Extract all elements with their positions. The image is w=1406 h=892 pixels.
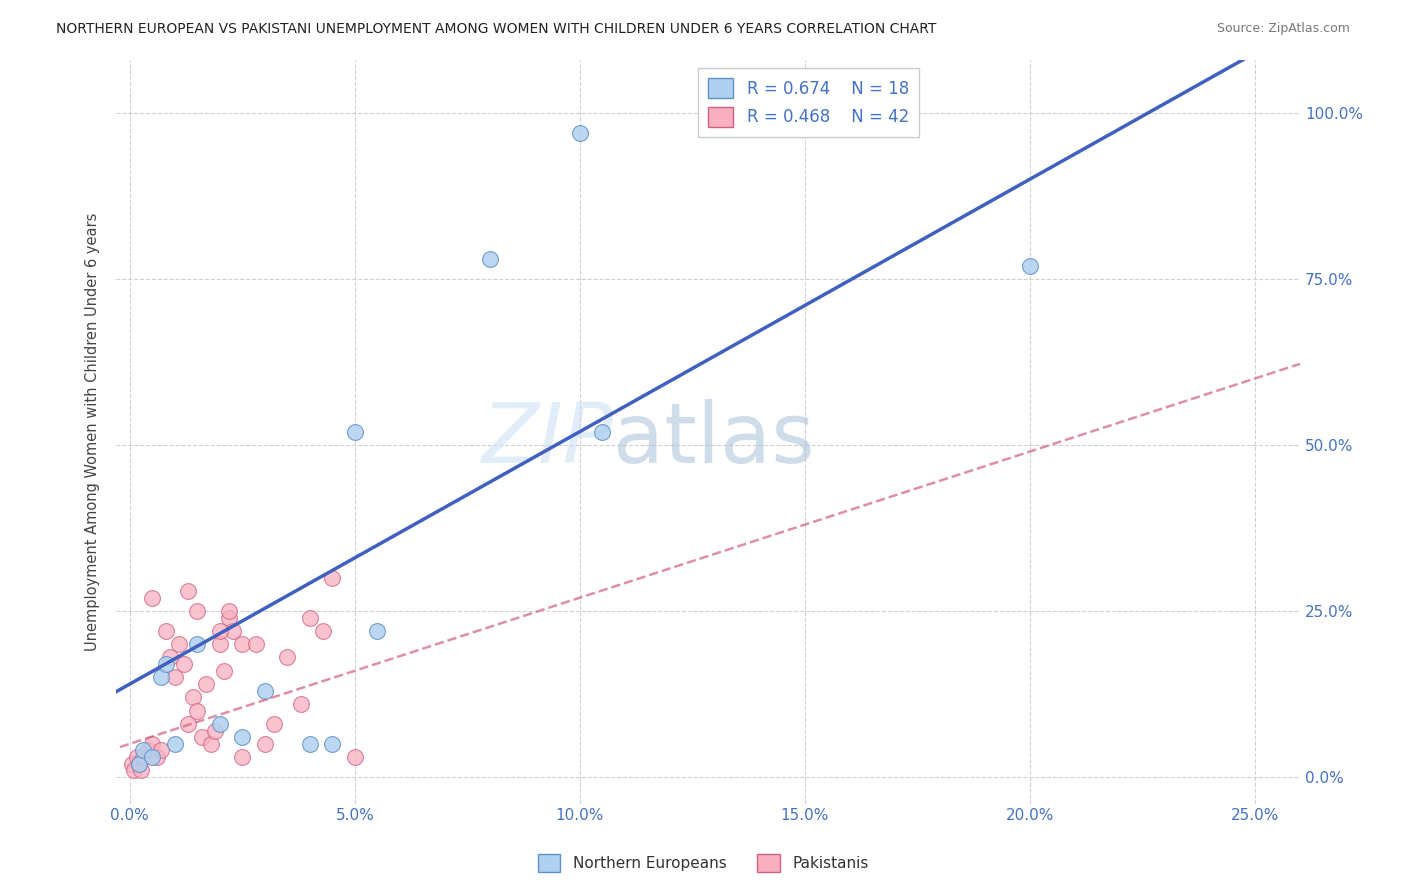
Point [125, 750, 148, 764]
Point [181, 690, 204, 705]
Point [218, 604, 240, 618]
Point [231, 750, 253, 764]
Text: Source: ZipAtlas.com: Source: ZipAtlas.com [1216, 22, 1350, 36]
Point [141, 591, 163, 605]
Point [186, 704, 208, 718]
Text: atlas: atlas [613, 399, 815, 480]
Point [191, 730, 214, 744]
Point [141, 737, 163, 751]
Point [155, 624, 177, 638]
Point [173, 657, 195, 672]
Point [343, 425, 366, 439]
Point [591, 425, 613, 439]
Point [321, 571, 343, 585]
Point [136, 743, 159, 757]
Point [146, 750, 169, 764]
Point [568, 126, 591, 140]
Point [343, 750, 366, 764]
Legend: Northern Europeans, Pakistanis: Northern Europeans, Pakistanis [530, 846, 876, 880]
Point [218, 610, 240, 624]
Y-axis label: Unemployment Among Women with Children Under 6 years: Unemployment Among Women with Children U… [86, 212, 100, 651]
Point [208, 624, 231, 638]
Point [150, 743, 173, 757]
Point [245, 637, 267, 651]
Point [195, 677, 218, 691]
Point [208, 717, 231, 731]
Point [155, 657, 177, 672]
Point [129, 764, 152, 778]
Point [121, 756, 143, 771]
Point [124, 764, 146, 778]
Point [177, 717, 200, 731]
Point [159, 650, 181, 665]
Point [163, 670, 186, 684]
Point [298, 737, 321, 751]
Point [214, 664, 236, 678]
Point [253, 737, 276, 751]
Point [186, 637, 208, 651]
Point [132, 750, 155, 764]
Point [177, 584, 200, 599]
Legend: R = 0.674    N = 18, R = 0.468    N = 42: R = 0.674 N = 18, R = 0.468 N = 42 [699, 68, 918, 137]
Point [186, 604, 208, 618]
Text: NORTHERN EUROPEAN VS PAKISTANI UNEMPLOYMENT AMONG WOMEN WITH CHILDREN UNDER 6 YE: NORTHERN EUROPEAN VS PAKISTANI UNEMPLOYM… [56, 22, 936, 37]
Point [200, 737, 222, 751]
Point [141, 750, 163, 764]
Point [290, 697, 312, 711]
Point [312, 624, 335, 638]
Point [208, 637, 231, 651]
Point [321, 737, 343, 751]
Point [132, 743, 155, 757]
Point [276, 650, 298, 665]
Point [150, 670, 173, 684]
Point [298, 610, 321, 624]
Point [222, 624, 245, 638]
Text: ZIP: ZIP [481, 399, 613, 480]
Point [169, 637, 191, 651]
Point [263, 717, 285, 731]
Point [128, 756, 150, 771]
Point [231, 730, 253, 744]
Point [163, 737, 186, 751]
Point [253, 683, 276, 698]
Point [231, 637, 253, 651]
Point [1019, 259, 1042, 273]
Point [204, 723, 226, 738]
Point [366, 624, 388, 638]
Point [128, 756, 150, 771]
Point [478, 252, 501, 266]
